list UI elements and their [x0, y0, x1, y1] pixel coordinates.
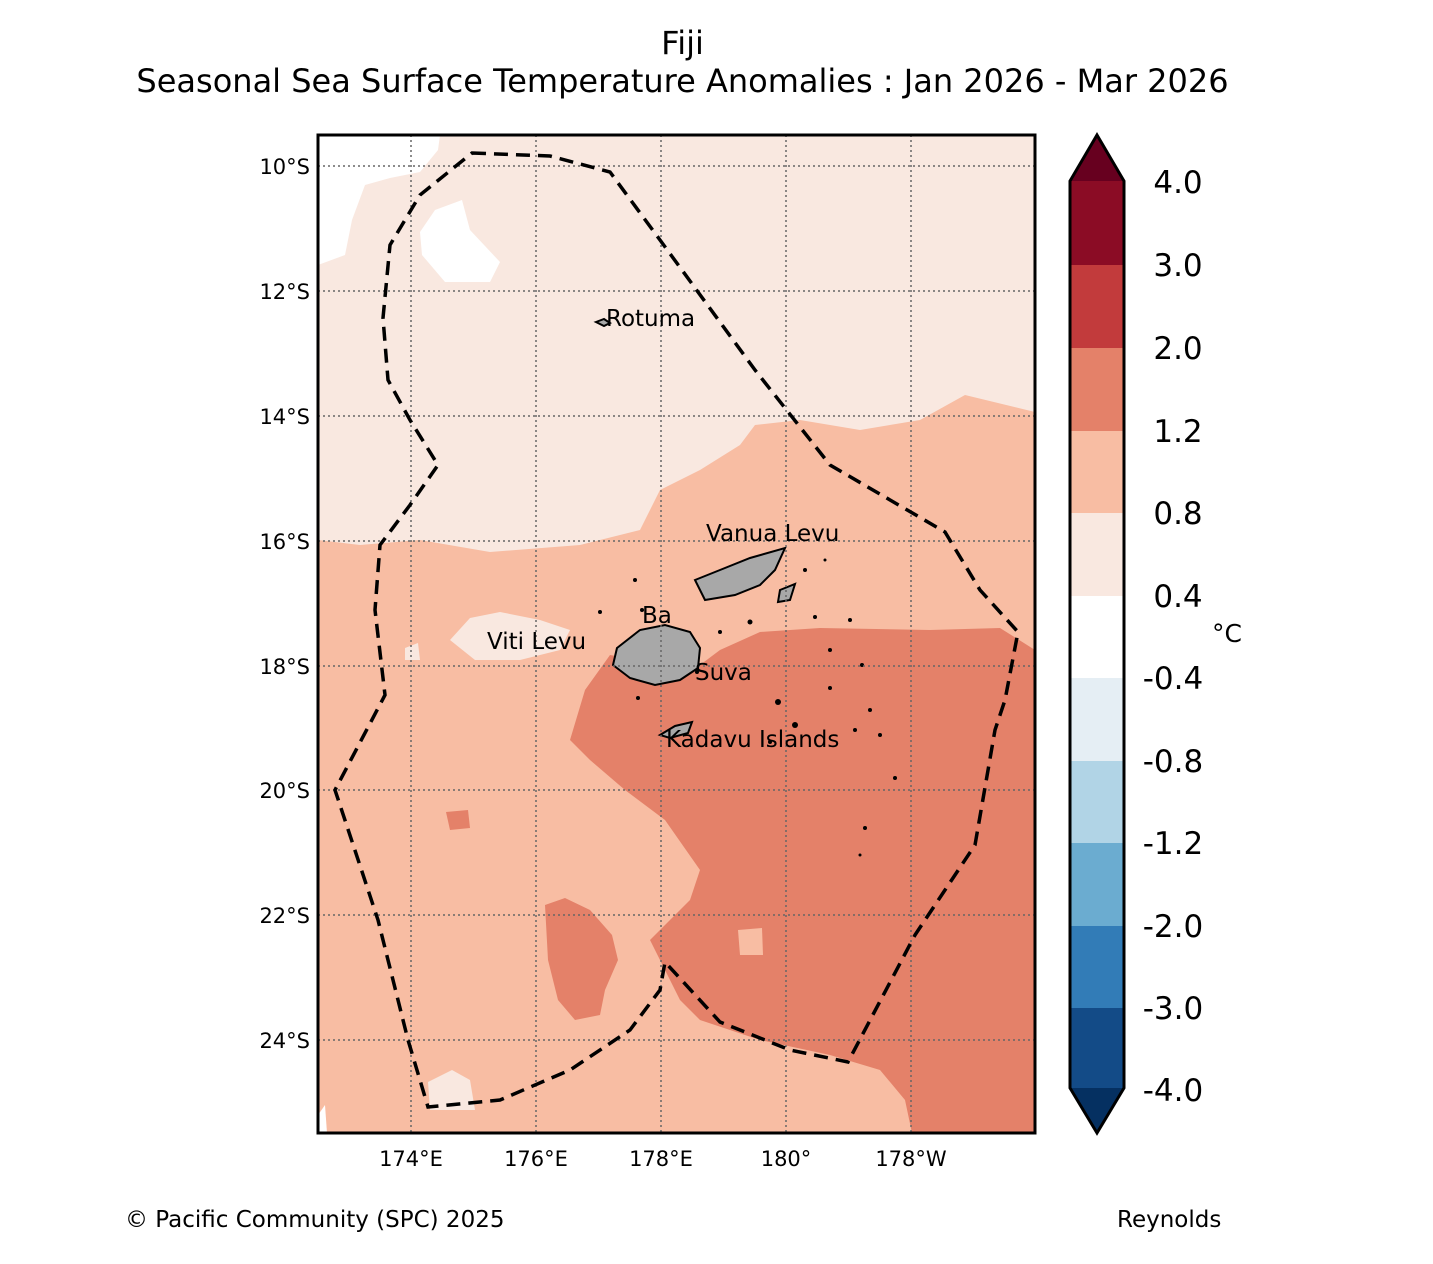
land-masses	[593, 317, 797, 740]
colorbar-segment	[1070, 181, 1124, 265]
lat-label: 14°S	[259, 405, 310, 429]
colorbar-unit: °C	[1212, 619, 1242, 648]
colorbar-extend-top	[1070, 135, 1124, 181]
lat-label: 10°S	[259, 155, 310, 179]
colorbar-tick-label: -1.2	[1143, 826, 1204, 862]
map-gridlines	[318, 135, 1035, 1133]
place-label-vanua-levu: Vanua Levu	[706, 521, 839, 547]
colorbar-tick-label: 4.0	[1153, 165, 1202, 201]
lon-label: 174°E	[379, 1147, 443, 1171]
colorbar-outline	[1068, 132, 1126, 1136]
colorbar-tick-label: 0.4	[1153, 579, 1202, 615]
anomaly-patch-neutral	[318, 135, 440, 265]
colorbar-segment	[1070, 265, 1124, 348]
lat-label: 16°S	[259, 530, 310, 554]
map-frame	[316, 133, 1037, 1135]
colorbar-tick-label: -0.4	[1143, 661, 1204, 697]
colorbar-tick-label: -2.0	[1143, 909, 1204, 945]
colorbar-segment	[1070, 596, 1124, 678]
colorbar-tick-label: 1.2	[1153, 414, 1202, 450]
lat-label: 18°S	[259, 655, 310, 679]
colorbar-extend-bottom	[1070, 1088, 1124, 1133]
place-label-ba: Ba	[642, 603, 672, 629]
lat-label: 12°S	[259, 280, 310, 304]
colorbar-tick-label: 0.8	[1153, 496, 1202, 532]
lon-label: 176°E	[504, 1147, 568, 1171]
copyright-notice: © Pacific Community (SPC) 2025	[125, 1207, 505, 1233]
colorbar-segment	[1070, 348, 1124, 431]
place-label-viti-levu: Viti Levu	[487, 629, 586, 655]
anomaly-patch-0-4-to-0-8	[428, 1070, 475, 1110]
anomaly-patch-neutral	[318, 1105, 327, 1133]
anomaly-patch-0-8-to-1-2	[738, 928, 763, 955]
anomaly-band-0-4-to-0-8	[318, 135, 1035, 552]
lat-label: 20°S	[259, 779, 310, 803]
colorbar-segment	[1070, 513, 1124, 596]
place-label-rotuma: Rotuma	[606, 306, 695, 332]
anomaly-patch-1-2-to-2-0	[446, 810, 470, 830]
anomaly-patch-1-2-to-2-0	[545, 898, 618, 1020]
rotuma-island	[593, 317, 612, 328]
place-label-kadavu: Kadavu Islands	[666, 727, 839, 753]
lon-label: 178°E	[629, 1147, 693, 1171]
colorbar-tick-label: 3.0	[1153, 248, 1202, 284]
anomaly-patch-0-4-to-0-8	[450, 612, 570, 660]
kadavu-island	[657, 720, 694, 740]
vanua-levu-island	[693, 546, 787, 602]
colorbar-tick-label: -4.0	[1143, 1073, 1204, 1109]
colorbar-segment	[1070, 761, 1124, 843]
anomaly-patch-0-4-to-0-8	[405, 643, 420, 660]
lat-label: 22°S	[259, 904, 310, 928]
viti-levu-island	[611, 623, 702, 687]
colorbar	[1068, 132, 1126, 1136]
colorbar-segment	[1070, 1008, 1124, 1088]
lon-label: 178°W	[875, 1147, 947, 1171]
taveuni-island	[776, 582, 797, 604]
map-subtitle: Seasonal Sea Surface Temperature Anomali…	[136, 62, 1229, 100]
data-source: Reynolds	[1117, 1207, 1222, 1233]
colorbar-segment	[1070, 431, 1124, 513]
place-label-suva: Suva	[695, 660, 752, 686]
colorbar-tick-label: -0.8	[1143, 744, 1204, 780]
lon-label: 180°	[761, 1147, 812, 1171]
colorbar-tick-label: -3.0	[1143, 991, 1204, 1027]
small-islands	[598, 558, 897, 857]
colorbar-tick-label: 2.0	[1153, 331, 1202, 367]
map-title: Fiji	[661, 24, 704, 62]
colorbar-segment	[1070, 843, 1124, 926]
eez-boundary	[333, 151, 1020, 1109]
colorbar-segment	[1070, 678, 1124, 761]
colorbar-segment	[1070, 926, 1124, 1008]
anomaly-patch-neutral	[420, 200, 500, 282]
lat-label: 24°S	[259, 1029, 310, 1053]
